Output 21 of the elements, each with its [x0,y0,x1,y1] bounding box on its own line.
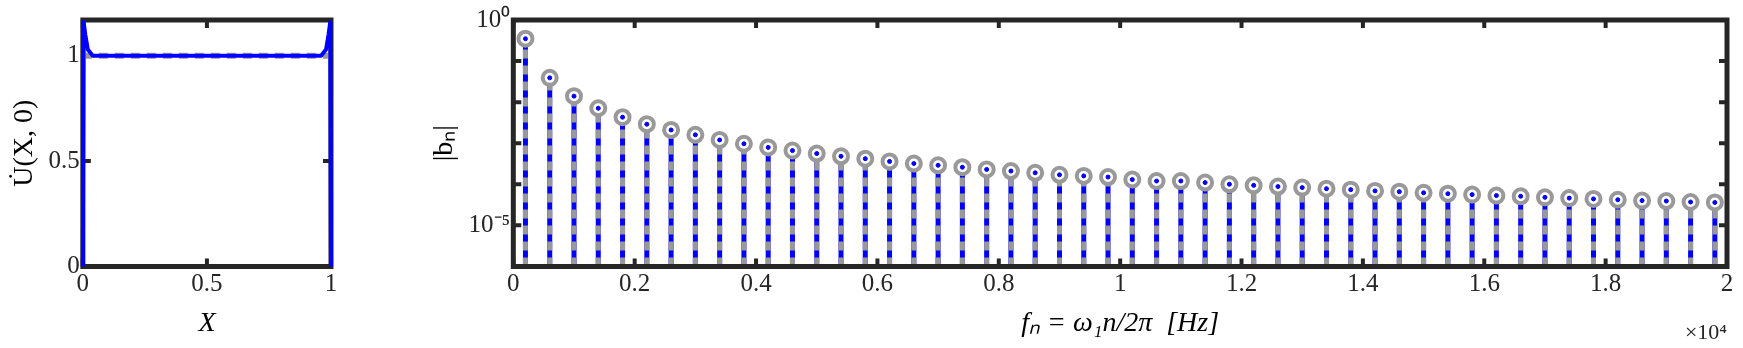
x-tick-label: 0.4 [740,268,773,296]
x-tick-label: 2 [1720,268,1734,296]
x-axis-title: fₙ = ω₁n/2π [Hz] [1021,305,1220,337]
x-tick-label: 0.6 [861,268,894,296]
x-tick-label: 1.2 [1225,268,1258,296]
x-tick-label: 0.2 [619,268,651,296]
x-tick-label: 1.4 [1347,268,1380,296]
y-axis-title: U̇(X, 0) [7,99,39,187]
x-tick-label: 1 [324,268,338,296]
y-axis-title: |bₙ| [427,125,459,162]
y-tick-label: 10⁻⁵ [468,209,511,237]
x-tick-label: 1 [1113,268,1127,296]
y-tick-label: 10⁰ [476,4,511,32]
text: ×10⁴ [1684,318,1728,344]
x-axis-title: X [197,305,217,337]
x-tick-label: 0.5 [191,268,223,296]
x-tick-label: 0.8 [983,268,1015,296]
x-tick-label: 1.8 [1590,268,1622,296]
y-tick-label: 0.5 [48,145,80,173]
x-tick-label: 1.6 [1468,268,1500,296]
y-tick-label: 1 [67,40,80,68]
